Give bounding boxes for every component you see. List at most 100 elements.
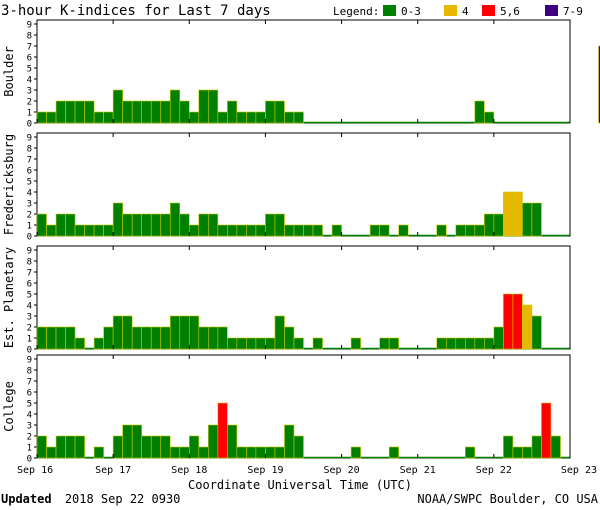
y-tick-label: 9 <box>27 134 32 144</box>
bar <box>160 100 171 124</box>
bar <box>188 435 200 459</box>
y-tick-label: 4 <box>27 411 32 421</box>
bar <box>293 224 304 237</box>
bar <box>65 213 76 237</box>
y-tick-label: 8 <box>27 367 32 377</box>
bar <box>274 446 285 459</box>
bar <box>522 202 533 237</box>
bar <box>369 224 380 237</box>
y-tick-label: 1 <box>27 335 32 345</box>
bar <box>255 111 266 124</box>
bar <box>74 435 85 459</box>
bar <box>455 224 466 237</box>
panel-label: College <box>2 381 16 432</box>
legend-item-0-3: 0-3 <box>401 5 421 18</box>
bar <box>350 446 361 459</box>
bar <box>531 202 542 237</box>
bar <box>93 446 104 459</box>
bar <box>208 89 219 124</box>
x-axis-label: Coordinate Universal Time (UTC) <box>188 478 412 492</box>
bar <box>131 100 142 124</box>
y-tick-label: 0 <box>27 120 32 130</box>
y-tick-label: 6 <box>27 280 32 290</box>
bar <box>312 224 323 237</box>
bar <box>293 337 304 350</box>
bar <box>122 315 133 350</box>
y-tick-label: 7 <box>27 156 32 166</box>
y-tick-label: 7 <box>27 269 32 279</box>
footer-source: NOAA/SWPC Boulder, CO USA <box>417 492 598 506</box>
panels: 0123456789Boulder0123456789Fredericksbur… <box>2 19 600 465</box>
footer-updated-value: 2018 Sep 22 0930 <box>65 492 181 506</box>
y-tick-label: 6 <box>27 167 32 177</box>
bar <box>112 315 123 350</box>
bar <box>208 424 219 459</box>
y-tick-label: 8 <box>27 145 32 155</box>
y-tick-label: 8 <box>27 258 32 268</box>
y-tick-label: 5 <box>27 65 32 75</box>
y-tick-label: 8 <box>27 32 32 42</box>
bar <box>179 213 190 237</box>
bar <box>65 326 76 350</box>
bar <box>484 213 495 237</box>
bar <box>217 402 228 459</box>
bar <box>179 315 190 350</box>
y-tick-label: 9 <box>27 356 32 366</box>
bar <box>265 213 276 237</box>
bar <box>188 111 200 124</box>
bar <box>55 435 66 459</box>
y-tick-label: 4 <box>27 189 32 199</box>
bar <box>112 202 123 237</box>
bar <box>122 213 133 237</box>
bar <box>512 293 523 350</box>
bar <box>160 326 171 350</box>
bar <box>74 337 85 350</box>
bar <box>531 435 542 459</box>
y-tick-label: 6 <box>27 389 32 399</box>
bar <box>484 111 495 124</box>
bar <box>522 446 533 459</box>
bar <box>112 435 123 459</box>
bar <box>55 100 66 124</box>
bar <box>436 337 447 350</box>
bar <box>55 326 66 350</box>
bar <box>484 337 495 350</box>
bar <box>131 326 142 350</box>
legend-swatch-4 <box>444 5 457 16</box>
bar <box>198 446 209 459</box>
bar <box>36 435 47 459</box>
bar <box>227 424 238 459</box>
bar <box>65 100 76 124</box>
bar <box>198 89 209 124</box>
y-tick-label: 1 <box>27 444 32 454</box>
y-tick-label: 4 <box>27 302 32 312</box>
panel-label: Fredericksburg <box>2 134 16 235</box>
bar <box>179 100 190 124</box>
y-tick-label: 0 <box>27 346 32 356</box>
y-tick-label: 2 <box>27 98 32 108</box>
bar <box>445 337 457 350</box>
y-tick-label: 1 <box>27 109 32 119</box>
bar <box>312 337 323 350</box>
bar <box>436 224 447 237</box>
legend-item-5-6: 5,6 <box>500 5 520 18</box>
bar <box>246 446 257 459</box>
y-tick-label: 4 <box>27 76 32 86</box>
x-tick-label: Sep 18 <box>171 465 207 476</box>
bar <box>217 111 228 124</box>
y-tick-label: 3 <box>27 87 32 97</box>
bar <box>474 337 485 350</box>
bar <box>455 337 466 350</box>
bar <box>474 224 485 237</box>
bar <box>388 446 399 459</box>
bar <box>284 111 295 124</box>
y-tick-label: 3 <box>27 200 32 210</box>
bar <box>93 111 104 124</box>
bar <box>255 224 266 237</box>
bar <box>93 337 104 350</box>
bar <box>74 224 85 237</box>
y-tick-label: 5 <box>27 178 32 188</box>
x-axis-tick-labels: Sep 16 Sep 17 Sep 18 Sep 19 Sep 20 Sep 21 Sep … <box>17 465 597 476</box>
bar <box>150 326 162 350</box>
